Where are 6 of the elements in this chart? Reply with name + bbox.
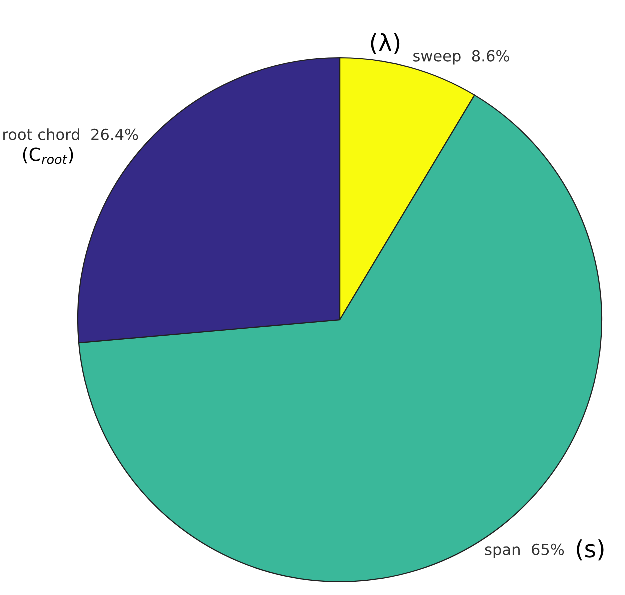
slice-label: span 65% xyxy=(485,544,564,558)
text: (s) xyxy=(577,540,604,561)
slice-label: root chord 26.4% xyxy=(4,128,138,140)
text: (C$_{root}$) xyxy=(23,147,74,164)
text: (λ) xyxy=(371,33,400,55)
slice-label: sweep 8.6% xyxy=(414,50,510,65)
